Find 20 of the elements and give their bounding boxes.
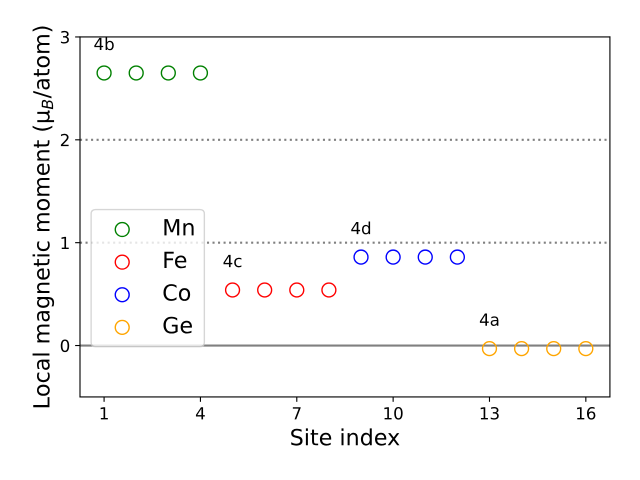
x-tick-label: 1 bbox=[100, 407, 108, 420]
x-tick-label: 4 bbox=[196, 407, 205, 420]
y-tick-label: 1 bbox=[62, 236, 69, 250]
legend-label: Co bbox=[163, 284, 190, 301]
y-axis-title: Local magnetic moment (μ$_{B}$/atom) bbox=[32, 26, 54, 408]
y-tick-label: 3 bbox=[60, 30, 69, 44]
y-tick-label: 0 bbox=[60, 339, 70, 352]
x-tick-label: 7 bbox=[292, 407, 301, 420]
legend-label: Ge bbox=[163, 316, 192, 334]
x-tick-label: 10 bbox=[384, 406, 403, 420]
annotation: 4d bbox=[351, 222, 370, 234]
y-tick-label: 2 bbox=[60, 134, 69, 146]
legend-label: Mn bbox=[164, 219, 194, 236]
legend-label: Fe bbox=[164, 252, 186, 268]
x-axis-title: Site index bbox=[291, 428, 400, 446]
x-tick-label: 13 bbox=[480, 406, 499, 420]
annotation: 4c bbox=[223, 254, 242, 268]
x-tick-label: 16 bbox=[577, 406, 596, 420]
annotation: 4a bbox=[480, 314, 498, 326]
annotation: 4b bbox=[94, 37, 114, 50]
